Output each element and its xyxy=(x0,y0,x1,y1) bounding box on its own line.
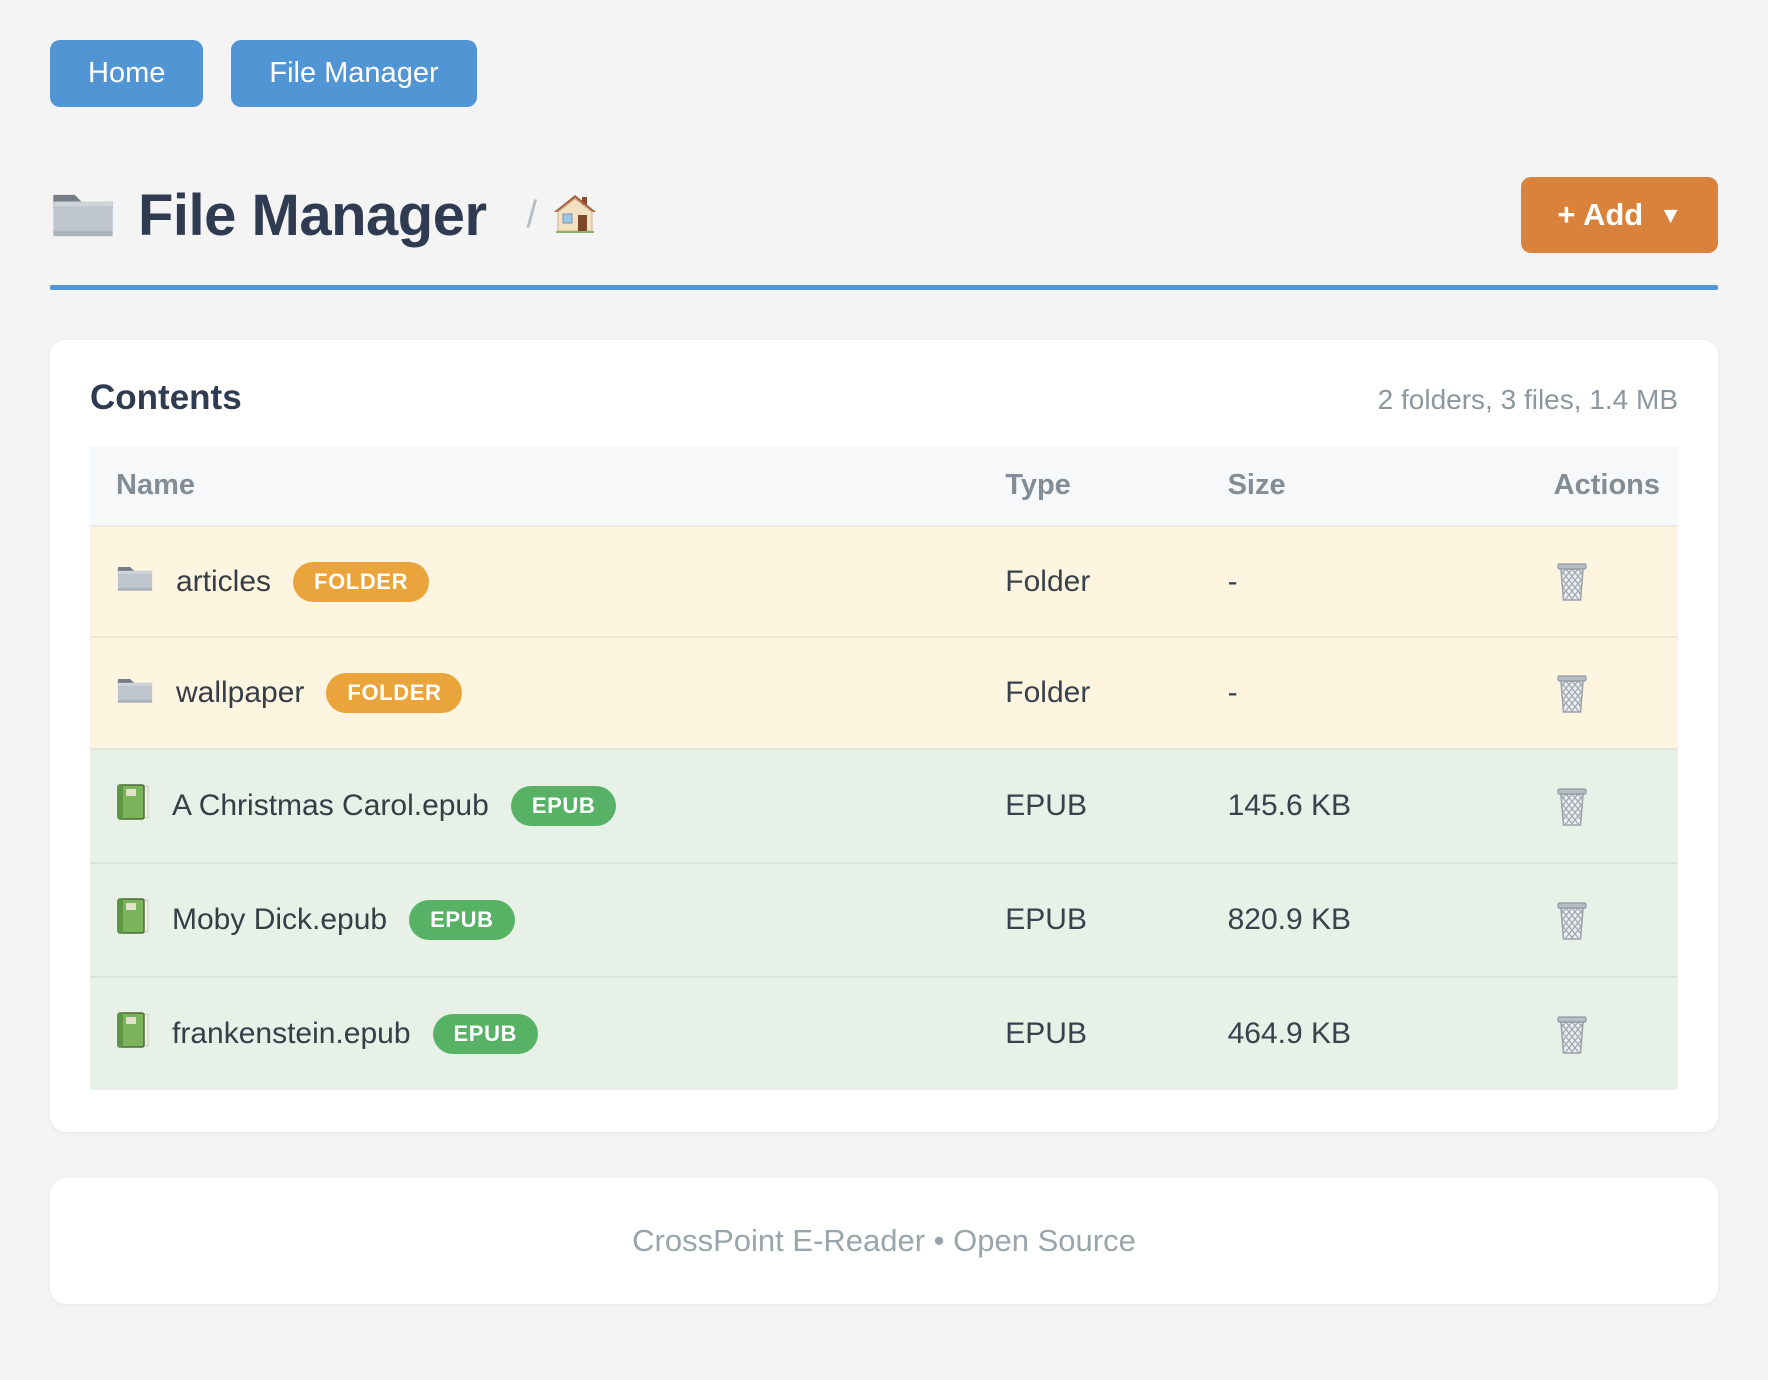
home-icon[interactable] xyxy=(553,193,597,238)
folder-icon xyxy=(50,186,116,245)
breadcrumb-separator: / xyxy=(526,193,538,236)
file-type: EPUB xyxy=(979,975,1202,1090)
trash-icon xyxy=(1554,1014,1590,1056)
book-icon xyxy=(116,1011,150,1057)
type-badge: EPUB xyxy=(510,785,617,826)
column-header-size: Size xyxy=(1201,446,1504,526)
table-row: articles FOLDER Folder - xyxy=(90,524,1678,638)
table-header-row: Name Type Size Actions xyxy=(90,446,1678,526)
column-header-type: Type xyxy=(979,446,1202,526)
top-nav: Home File Manager xyxy=(50,40,1718,107)
table-row: wallpaper FOLDER Folder - xyxy=(90,636,1678,749)
file-name-cell[interactable]: articles FOLDER xyxy=(116,561,953,602)
table-row: frankenstein.epub EPUB EPUB 464.9 KB xyxy=(90,975,1678,1090)
trash-icon xyxy=(1554,673,1590,715)
file-name: A Christmas Carol.epub xyxy=(172,788,489,822)
page: Home File Manager File Manager / xyxy=(50,40,1718,1304)
file-name: articles xyxy=(176,564,272,598)
file-size: 820.9 KB xyxy=(1201,861,1504,977)
contents-heading: Contents xyxy=(90,378,242,417)
table-row: Moby Dick.epub EPUB EPUB 820.9 KB xyxy=(90,861,1678,977)
file-size: 145.6 KB xyxy=(1201,747,1504,863)
file-size: 464.9 KB xyxy=(1201,975,1504,1090)
add-button-label: + Add xyxy=(1557,197,1644,232)
file-size: - xyxy=(1201,636,1504,749)
file-name-cell[interactable]: A Christmas Carol.epub EPUB xyxy=(116,783,953,829)
book-icon xyxy=(116,783,150,829)
delete-button[interactable] xyxy=(1554,786,1590,828)
file-type: EPUB xyxy=(979,747,1202,863)
footer-text: CrossPoint E-Reader • Open Source xyxy=(632,1222,1136,1258)
type-badge: EPUB xyxy=(432,1013,539,1054)
caret-down-icon: ▼ xyxy=(1659,201,1682,228)
trash-icon xyxy=(1554,561,1590,603)
folder-icon xyxy=(116,562,154,601)
delete-button[interactable] xyxy=(1554,1014,1590,1056)
file-name: Moby Dick.epub xyxy=(172,902,388,936)
title-group: File Manager / xyxy=(50,182,597,249)
file-name-cell[interactable]: Moby Dick.epub EPUB xyxy=(116,897,953,943)
contents-card: Contents 2 folders, 3 files, 1.4 MB Name… xyxy=(50,340,1718,1132)
file-type: Folder xyxy=(979,524,1202,638)
file-type: EPUB xyxy=(979,861,1202,977)
file-table: Name Type Size Actions art xyxy=(90,446,1678,1090)
file-name: frankenstein.epub xyxy=(172,1016,411,1050)
contents-summary: 2 folders, 3 files, 1.4 MB xyxy=(1377,384,1678,415)
nav-button-home[interactable]: Home xyxy=(50,40,204,107)
page-title: File Manager xyxy=(138,182,487,248)
folder-icon xyxy=(116,674,154,713)
breadcrumb: / xyxy=(527,193,598,238)
file-type: Folder xyxy=(979,636,1202,749)
type-badge: FOLDER xyxy=(326,673,463,714)
trash-icon xyxy=(1554,786,1590,828)
nav-button-file-manager[interactable]: File Manager xyxy=(231,40,477,107)
contents-card-header: Contents 2 folders, 3 files, 1.4 MB xyxy=(90,378,1678,418)
add-button[interactable]: + Add ▼ xyxy=(1521,177,1718,253)
file-name-cell[interactable]: wallpaper FOLDER xyxy=(116,673,953,714)
page-header: File Manager / + Add ▼ xyxy=(50,177,1718,253)
trash-icon xyxy=(1554,900,1590,942)
type-badge: FOLDER xyxy=(293,561,430,602)
delete-button[interactable] xyxy=(1554,673,1590,715)
column-header-actions: Actions xyxy=(1503,446,1678,526)
delete-button[interactable] xyxy=(1554,900,1590,942)
file-name-cell[interactable]: frankenstein.epub EPUB xyxy=(116,1011,953,1057)
delete-button[interactable] xyxy=(1554,561,1590,603)
header-divider xyxy=(50,285,1718,290)
type-badge: EPUB xyxy=(409,899,515,940)
table-row: A Christmas Carol.epub EPUB EPUB 145.6 K… xyxy=(90,747,1678,863)
file-name: wallpaper xyxy=(176,676,305,710)
book-icon xyxy=(116,897,150,943)
column-header-name: Name xyxy=(90,446,980,526)
footer: CrossPoint E-Reader • Open Source xyxy=(50,1177,1718,1304)
file-size: - xyxy=(1201,524,1504,638)
